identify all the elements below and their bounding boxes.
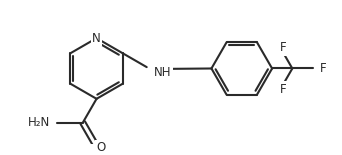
Text: O: O xyxy=(96,141,106,154)
Text: F: F xyxy=(280,42,287,54)
Text: NH: NH xyxy=(154,66,172,79)
Text: F: F xyxy=(320,62,327,75)
Text: H₂N: H₂N xyxy=(27,116,50,129)
Text: N: N xyxy=(92,32,101,45)
Text: F: F xyxy=(280,82,287,95)
